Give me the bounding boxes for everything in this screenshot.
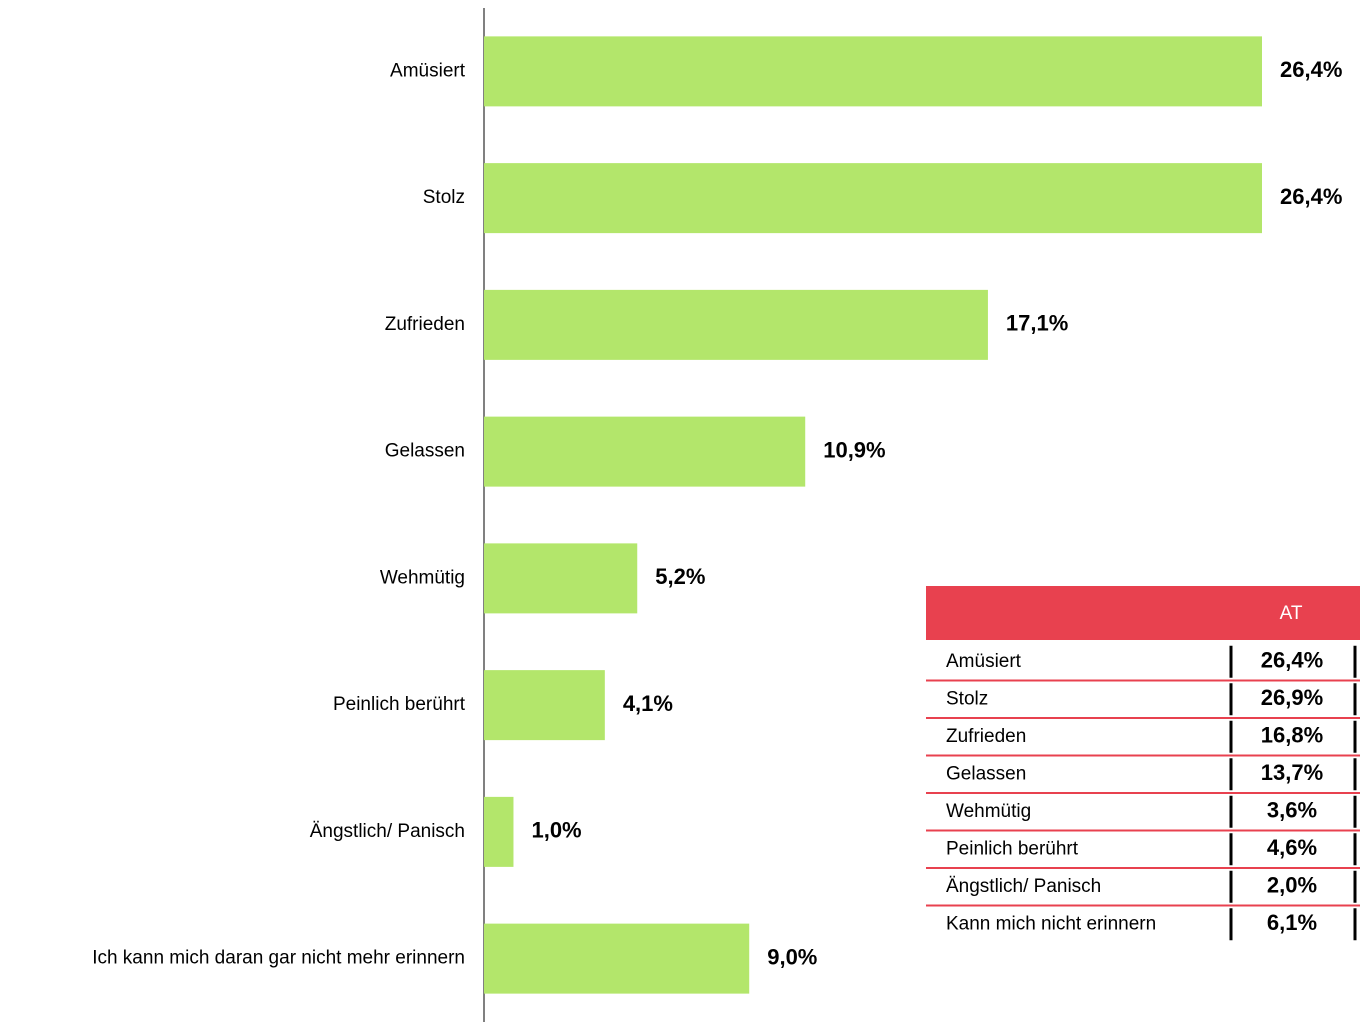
category-label: Ängstlich/ Panisch (310, 821, 465, 842)
table-row-label: Gelassen (946, 763, 1026, 784)
bar (484, 416, 806, 487)
bar (484, 163, 1262, 234)
value-label: 26,4% (1280, 57, 1342, 82)
value-label: 1,0% (531, 818, 581, 843)
value-label: 4,1% (623, 691, 673, 716)
bar (484, 289, 988, 360)
table-row-label: Zufrieden (946, 726, 1026, 747)
table-row-label: Amüsiert (946, 651, 1022, 672)
table-row-value: 16,8% (1261, 723, 1323, 748)
table-row-value: 4,6% (1267, 835, 1317, 860)
table-row-value: 26,4% (1261, 648, 1323, 673)
bar (484, 543, 638, 614)
category-label: Gelassen (385, 441, 465, 462)
bar (484, 923, 750, 994)
value-label: 26,4% (1280, 184, 1342, 209)
table-row-label: Stolz (946, 688, 988, 709)
category-label: Peinlich berührt (333, 694, 466, 715)
value-label: 9,0% (767, 944, 817, 969)
table-row-value: 26,9% (1261, 685, 1323, 710)
value-label: 10,9% (823, 437, 885, 462)
bar (484, 670, 605, 741)
table-row-label: Peinlich berührt (946, 838, 1079, 859)
category-label: Wehmütig (380, 567, 465, 588)
table-row-label: Ängstlich/ Panisch (946, 876, 1101, 897)
table-row-label: Kann mich nicht erinnern (946, 913, 1156, 934)
category-label: Ich kann mich daran gar nicht mehr erinn… (92, 948, 465, 969)
table-row-value: 3,6% (1267, 798, 1317, 823)
category-label: Stolz (423, 187, 465, 208)
category-label: Amüsiert (390, 60, 466, 81)
table-header: AT (1280, 603, 1303, 624)
table-row-value: 13,7% (1261, 760, 1323, 785)
table-row-label: Wehmütig (946, 801, 1031, 822)
bar (484, 36, 1262, 107)
table-row-value: 2,0% (1267, 873, 1317, 898)
value-label: 5,2% (655, 564, 705, 589)
category-label: Zufrieden (385, 314, 465, 335)
value-label: 17,1% (1006, 311, 1068, 336)
bar (484, 796, 514, 867)
table-row-value: 6,1% (1267, 910, 1317, 935)
table-header-bg (926, 586, 1360, 640)
